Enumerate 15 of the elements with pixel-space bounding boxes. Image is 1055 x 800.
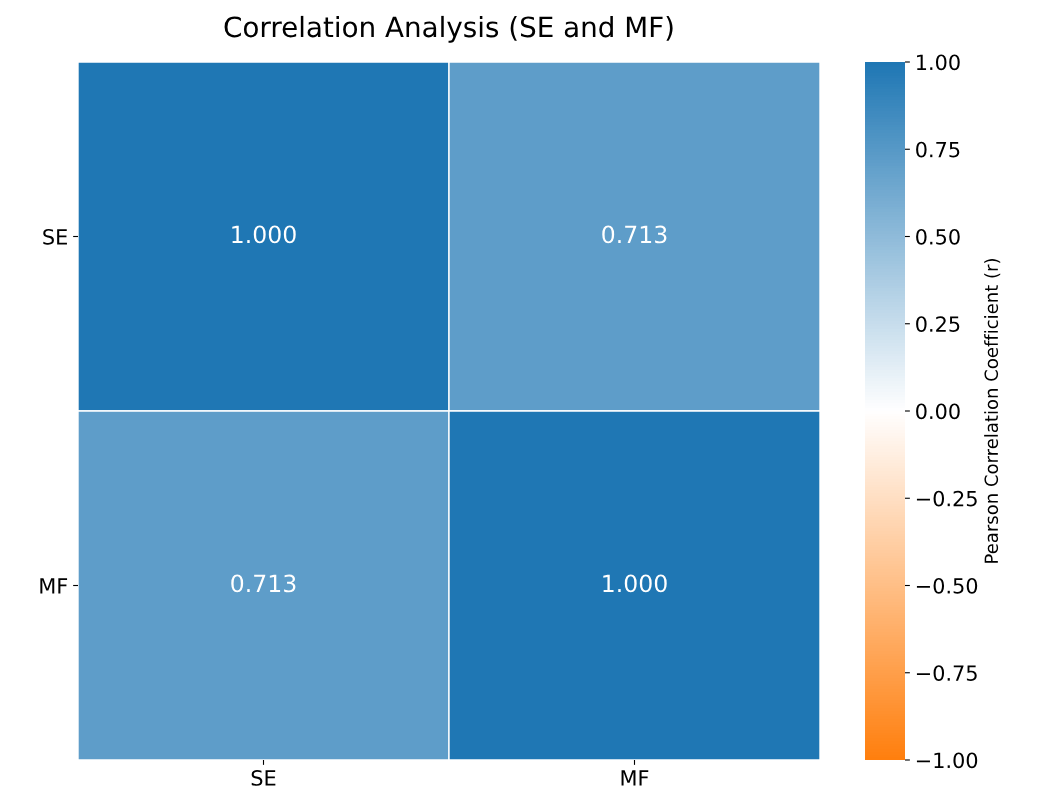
- chart-title: Correlation Analysis (SE and MF): [224, 15, 673, 43]
- data-label: 1.000: [232, 225, 296, 244]
- color-bar-title: Pearson Correlation Coefficient (r): [984, 259, 1001, 563]
- data-label: 1.000: [603, 574, 667, 593]
- color-bar-label: 0.00: [916, 403, 960, 420]
- color-bar-label: −0.75: [916, 665, 977, 681]
- color-bar-label: 0.50: [916, 228, 960, 245]
- color-bar-label: −1.00: [916, 752, 978, 769]
- data-label: 0.713: [602, 225, 667, 244]
- data-label: 0.713: [231, 574, 296, 593]
- color-bar-label: −0.50: [916, 577, 978, 594]
- color-bar-label: 0.75: [916, 141, 960, 158]
- color-bar-label: 1.00: [917, 54, 960, 71]
- color-bar-label: −0.25: [916, 490, 977, 507]
- color-bar-label: 0.25: [916, 316, 960, 332]
